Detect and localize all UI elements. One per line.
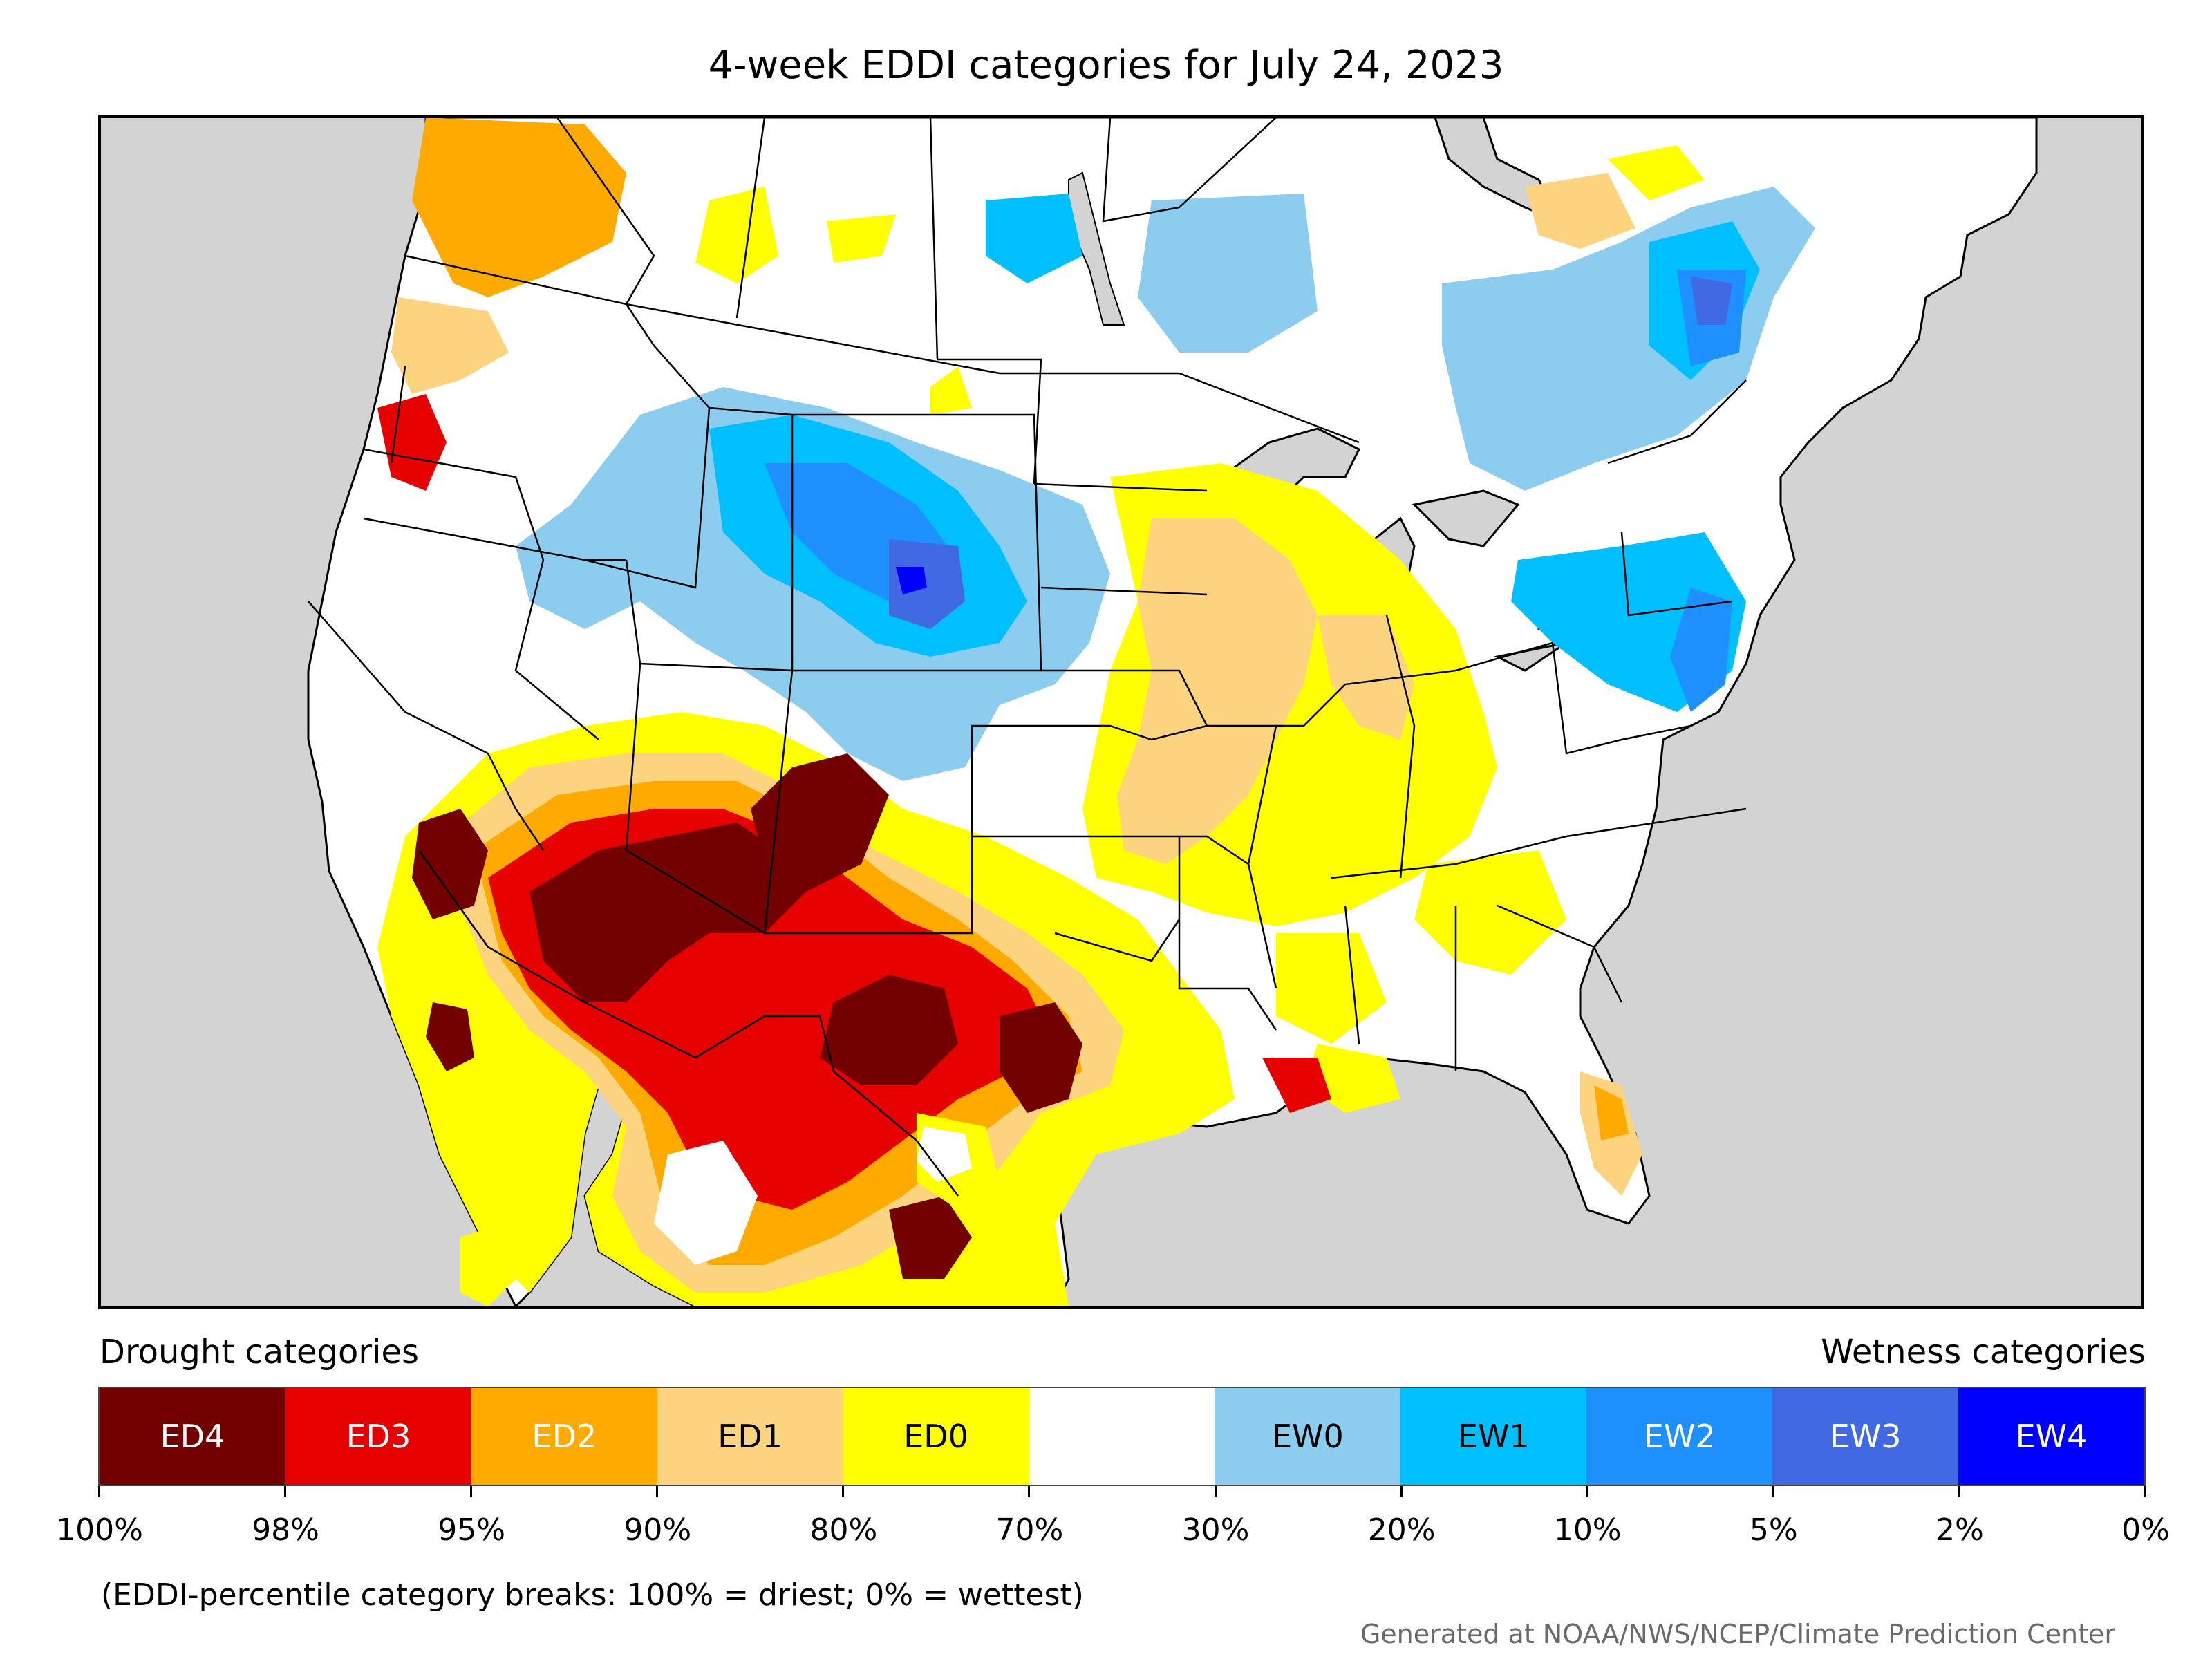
tick-label: 80% [809, 1512, 878, 1548]
tick-label: 70% [995, 1512, 1064, 1548]
colorbar-segment-ew1: EW1 [1400, 1388, 1587, 1485]
eddi-category-fill [377, 118, 1815, 1306]
tick-mark [1586, 1486, 1588, 1497]
political-boundaries [308, 118, 1747, 1197]
tick-label: 98% [252, 1512, 319, 1548]
drought-categories-heading: Drought categories [100, 1333, 419, 1371]
tick-mark [2144, 1486, 2146, 1497]
tick-label: 5% [1749, 1512, 1798, 1548]
tick-mark [98, 1486, 100, 1497]
colorbar-segment-ed4: ED4 [100, 1388, 285, 1485]
tick-label: 90% [624, 1512, 692, 1548]
tick-label: 20% [1367, 1512, 1436, 1548]
category-colorbar: ED4 ED3 ED2 ED1 ED0 EW0 EW1 EW2 EW3 EW4 [98, 1387, 2146, 1486]
tick-mark [1958, 1486, 1960, 1497]
colorbar-segment-ed3: ED3 [285, 1388, 471, 1485]
credit-text: Generated at NOAA/NWS/NCEP/Climate Predi… [1360, 1619, 2115, 1649]
colorbar-segment-ed2: ED2 [471, 1388, 657, 1485]
tick-mark [842, 1486, 845, 1497]
colorbar-segment-ew4: EW4 [1958, 1388, 2144, 1485]
tick-mark [1214, 1486, 1217, 1497]
category-breaks-note: (EDDI-percentile category breaks: 100% =… [101, 1577, 1084, 1613]
tick-mark [470, 1486, 473, 1497]
tick-label: 95% [438, 1512, 506, 1548]
tick-label: 0% [2121, 1512, 2170, 1548]
colorbar-segment-ed0: ED0 [843, 1388, 1029, 1485]
tick-label: 100% [56, 1512, 143, 1548]
tick-mark [1400, 1486, 1403, 1497]
colorbar-segment-ew3: EW3 [1772, 1388, 1959, 1485]
eddi-map [307, 118, 2038, 1306]
colorbar-segment-ew2: EW2 [1586, 1388, 1773, 1485]
colorbar-segment-ed1: ED1 [657, 1388, 843, 1485]
map-panel [98, 115, 2144, 1309]
tick-mark [284, 1486, 287, 1497]
tick-label: 10% [1553, 1512, 1622, 1548]
tick-label: 30% [1181, 1512, 1250, 1548]
tick-mark [1028, 1486, 1031, 1497]
tick-label: 2% [1936, 1512, 1984, 1548]
map-title: 4-week EDDI categories for July 24, 2023 [708, 43, 1504, 88]
tick-mark [1772, 1486, 1774, 1497]
colorbar-segment-normal [1029, 1388, 1215, 1485]
tick-mark [656, 1486, 659, 1497]
wetness-categories-heading: Wetness categories [1821, 1333, 2146, 1371]
colorbar-ticks: 100% 98% 95% 90% 80% 70% 30% 20% 10% 5% 2% 0% [56, 1486, 2170, 1548]
colorbar-segment-ew0: EW0 [1215, 1388, 1401, 1485]
